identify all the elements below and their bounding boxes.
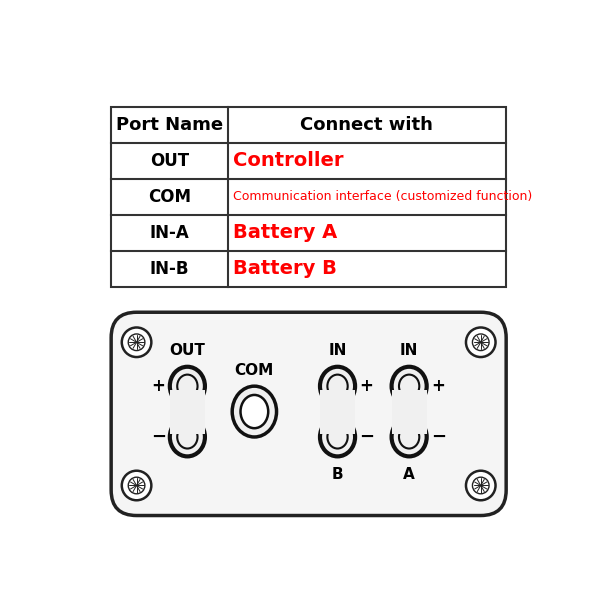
Text: OUT: OUT <box>169 343 205 358</box>
Ellipse shape <box>232 386 277 437</box>
Text: OUT: OUT <box>150 152 189 170</box>
Text: Battery A: Battery A <box>233 223 337 242</box>
Ellipse shape <box>177 425 197 449</box>
FancyBboxPatch shape <box>111 312 506 515</box>
Text: −: − <box>431 428 446 446</box>
Text: IN-B: IN-B <box>149 260 189 278</box>
Text: +: + <box>359 377 374 395</box>
Text: IN: IN <box>328 343 347 358</box>
Ellipse shape <box>392 418 427 457</box>
Text: B: B <box>332 467 343 482</box>
Ellipse shape <box>466 328 496 357</box>
Text: +: + <box>151 377 165 395</box>
Text: Connect with: Connect with <box>301 116 433 134</box>
Text: +: + <box>431 377 445 395</box>
Ellipse shape <box>328 425 347 449</box>
Ellipse shape <box>128 334 145 350</box>
Bar <box>111 107 506 287</box>
Ellipse shape <box>170 418 205 457</box>
Text: A: A <box>403 467 415 482</box>
Ellipse shape <box>466 471 496 500</box>
Ellipse shape <box>320 367 355 406</box>
Text: Port Name: Port Name <box>116 116 223 134</box>
Text: Controller: Controller <box>233 151 344 170</box>
Bar <box>392 389 427 434</box>
Ellipse shape <box>177 374 197 398</box>
Bar <box>170 389 205 434</box>
Ellipse shape <box>241 395 268 428</box>
Ellipse shape <box>328 374 347 398</box>
Ellipse shape <box>472 477 489 494</box>
Ellipse shape <box>399 425 419 449</box>
Text: COM: COM <box>148 188 191 206</box>
Bar <box>320 389 355 434</box>
Text: −: − <box>151 428 166 446</box>
Ellipse shape <box>399 374 419 398</box>
Ellipse shape <box>170 367 205 406</box>
Ellipse shape <box>472 334 489 350</box>
Ellipse shape <box>122 328 151 357</box>
Text: IN-A: IN-A <box>149 224 189 242</box>
Ellipse shape <box>128 477 145 494</box>
Ellipse shape <box>392 367 427 406</box>
Text: COM: COM <box>235 363 274 378</box>
Text: IN: IN <box>400 343 418 358</box>
Ellipse shape <box>122 471 151 500</box>
Text: Communication interface (customized function): Communication interface (customized func… <box>233 190 532 203</box>
Text: −: − <box>359 428 374 446</box>
Ellipse shape <box>320 418 355 457</box>
Text: Battery B: Battery B <box>233 259 337 278</box>
